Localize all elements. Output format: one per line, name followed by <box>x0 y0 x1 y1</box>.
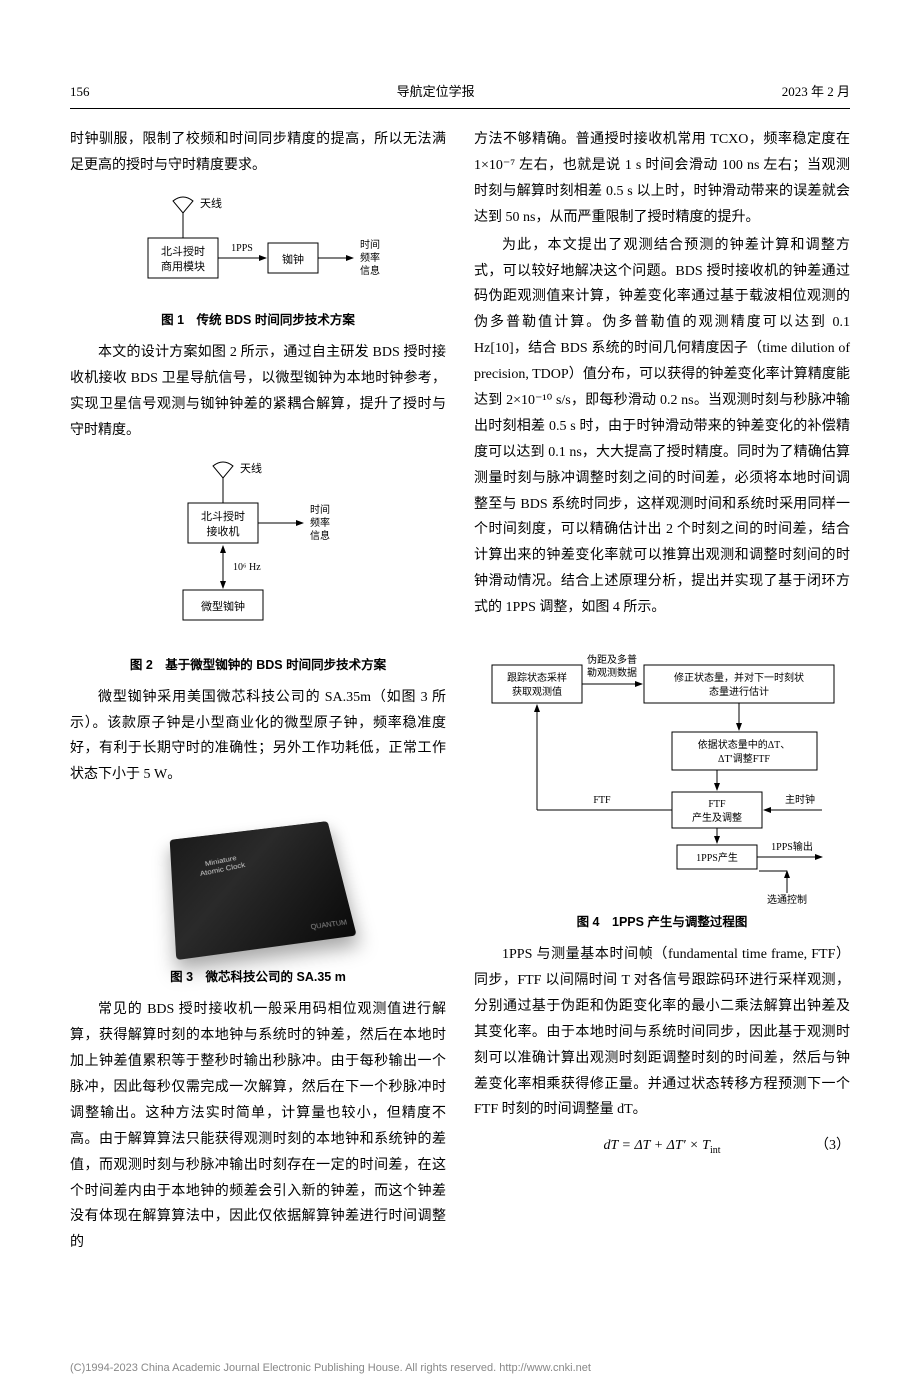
fig4-n4-l2: 产生及调整 <box>692 811 742 824</box>
fig4-n1-l2: 获取观测值 <box>512 685 562 698</box>
fig4-n4-l1: FTF <box>708 799 726 810</box>
fig1-out3: 信息 <box>360 264 380 277</box>
paragraph: 本文的设计方案如图 2 所示，通过自主研发 BDS 授时接收机接收 BDS 卫星… <box>70 340 446 444</box>
fig4-n5: 1PPS产生 <box>696 851 738 864</box>
fig2-box1-l2: 接收机 <box>207 524 240 538</box>
fig4-n2-l2: 态量进行估计 <box>709 685 769 698</box>
figure-1: 天线 北斗授时 商用模块 1PPS 铷钟 时间 频率 信息 <box>70 193 446 332</box>
fig1-diagram: 天线 北斗授时 商用模块 1PPS 铷钟 时间 频率 信息 <box>118 193 398 303</box>
fig4-n2-l1: 修正状态量，并对下一时刻状 <box>674 671 804 684</box>
fig4-e1-l2: 勒观测数据 <box>587 666 637 679</box>
fig1-box1-l2: 商用模块 <box>161 259 205 273</box>
fig2-caption: 图 2 基于微型铷钟的 BDS 时间同步技术方案 <box>70 654 446 677</box>
fig4-e1-l1: 伪距及多普 <box>587 653 637 666</box>
fig4-e4: 1PPS输出 <box>771 840 813 853</box>
fig4-diagram: 跟踪状态采样 获取观测值 伪距及多普 勒观测数据 修正状态量，并对下一时刻状 态… <box>482 635 842 905</box>
fig2-out3: 信息 <box>310 529 330 542</box>
fig1-box1-l1: 北斗授时 <box>161 244 205 258</box>
journal-title: 导航定位学报 <box>397 80 475 104</box>
paragraph: 方法不够精确。普通授时接收机常用 TCXO，频率稳定度在 1×10⁻⁷ 左右，也… <box>474 127 850 231</box>
fig2-diagram: 天线 北斗授时 接收机 时间 频率 信息 <box>138 458 378 648</box>
paragraph: 为此，本文提出了观测结合预测的钟差计算和调整方式，可以较好地解决这个问题。BDS… <box>474 233 850 621</box>
equation-3: dT = ΔT + ΔT′ × Tint （3） <box>474 1133 850 1160</box>
fig2-box1-l1: 北斗授时 <box>201 509 245 523</box>
fig3-caption: 图 3 微芯科技公司的 SA.35 m <box>70 966 446 989</box>
figure-4: 跟踪状态采样 获取观测值 伪距及多普 勒观测数据 修正状态量，并对下一时刻状 态… <box>474 635 850 934</box>
fig3-device-label: Miniature Atomic Clock <box>198 853 246 878</box>
fig2-hz-label: 10⁶ Hz <box>233 562 261 573</box>
eq-body: dT = ΔT + ΔT′ × Tint <box>603 1138 720 1153</box>
fig2-out2: 频率 <box>310 516 330 529</box>
eq-sub: int <box>710 1145 721 1156</box>
fig3-quantum: QUANTUM <box>310 918 349 936</box>
eq-text: dT = ΔT + ΔT′ × T <box>603 1138 709 1153</box>
fig1-antenna-label: 天线 <box>200 196 222 210</box>
page: 156 导航定位学报 2023 年 2 月 时钟驯服，限制了校频和时间同步精度的… <box>0 0 920 1298</box>
fig4-e3: 主时钟 <box>785 793 815 806</box>
page-number: 156 <box>70 80 90 104</box>
fig3-device-photo: Miniature Atomic Clock QUANTUM <box>170 821 357 960</box>
paragraph: 时钟驯服，限制了校频和时间同步精度的提高，所以无法满足更高的授时与守时精度要求。 <box>70 127 446 179</box>
fig4-caption: 图 4 1PPS 产生与调整过程图 <box>474 911 850 934</box>
paragraph: 微型铷钟采用美国微芯科技公司的 SA.35m（如图 3 所示）。该款原子钟是小型… <box>70 685 446 789</box>
fig1-caption: 图 1 传统 BDS 时间同步技术方案 <box>70 309 446 332</box>
fig4-e2: FTF <box>593 795 611 806</box>
two-column-body: 时钟驯服，限制了校频和时间同步精度的提高，所以无法满足更高的授时与守时精度要求。… <box>70 127 850 1258</box>
fig4-n1-l1: 跟踪状态采样 <box>507 671 567 684</box>
eq-number: （3） <box>815 1133 850 1159</box>
fig1-box2: 铷钟 <box>282 252 304 266</box>
left-column: 时钟驯服，限制了校频和时间同步精度的提高，所以无法满足更高的授时与守时精度要求。… <box>70 127 446 1258</box>
right-column: 方法不够精确。普通授时接收机常用 TCXO，频率稳定度在 1×10⁻⁷ 左右，也… <box>474 127 850 1258</box>
fig4-n3-l2: ΔT′调整FTF <box>718 752 770 765</box>
figure-2: 天线 北斗授时 接收机 时间 频率 信息 <box>70 458 446 677</box>
figure-3: Miniature Atomic Clock QUANTUM 图 3 微芯科技公… <box>70 802 446 989</box>
issue-date: 2023 年 2 月 <box>782 80 850 104</box>
page-footer: (C)1994-2023 China Academic Journal Elec… <box>0 1358 920 1398</box>
paragraph: 1PPS 与测量基本时间帧（fundamental time frame, FT… <box>474 942 850 1123</box>
fig2-box2: 微型铷钟 <box>201 599 245 613</box>
fig1-out2: 频率 <box>360 251 380 264</box>
fig1-1pps-label: 1PPS <box>231 243 253 254</box>
fig1-out1: 时间 <box>360 238 380 251</box>
fig4-n6: 选通控制 <box>767 893 807 905</box>
paragraph: 常见的 BDS 授时接收机一般采用码相位观测值进行解算，获得解算时刻的本地钟与系… <box>70 997 446 1256</box>
fig2-antenna-label: 天线 <box>240 461 262 475</box>
fig2-out1: 时间 <box>310 503 330 516</box>
page-header: 156 导航定位学报 2023 年 2 月 <box>70 80 850 109</box>
fig4-n3-l1: 依据状态量中的ΔT、 <box>698 738 791 751</box>
